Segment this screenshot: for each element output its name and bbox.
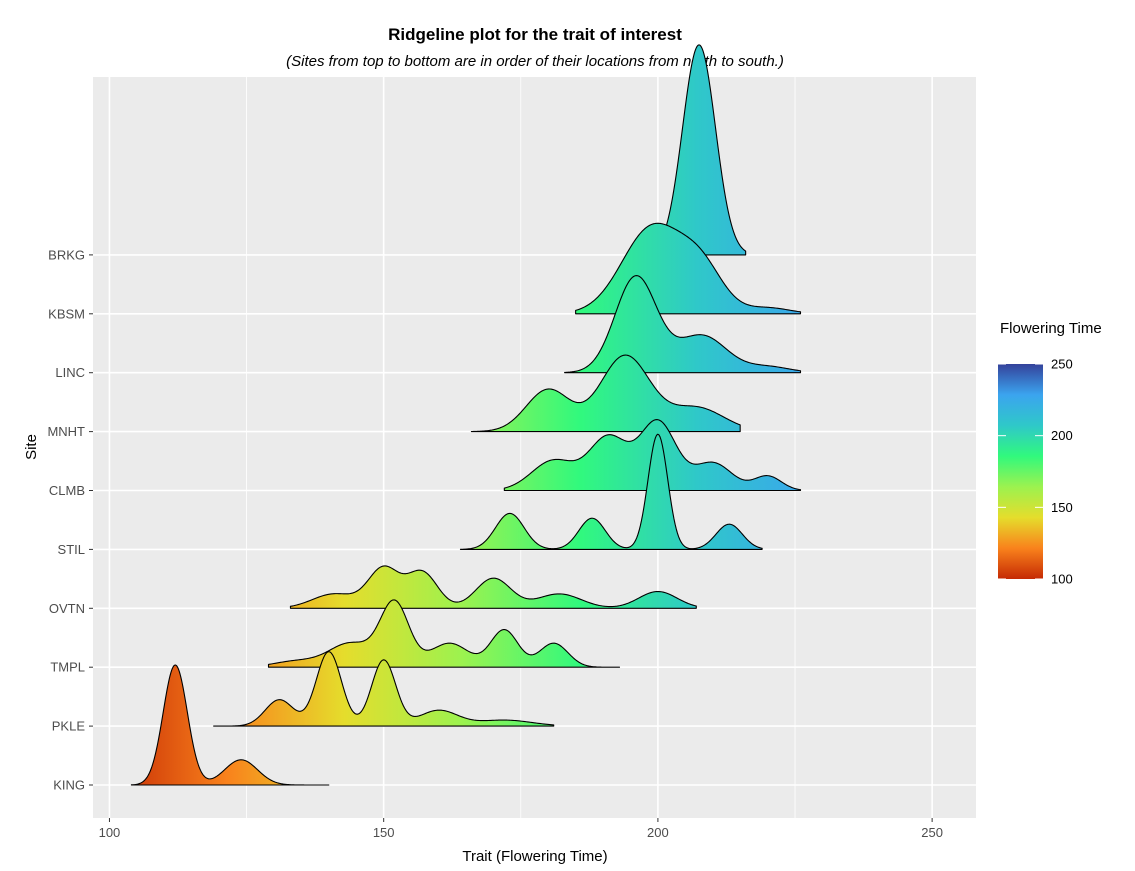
plot-panel: [93, 77, 976, 818]
y-tick-label-pkle: PKLE: [52, 719, 86, 734]
legend-label-250: 250: [1051, 357, 1073, 372]
legend-ticks: 100 150 200 250: [998, 357, 1073, 587]
legend-label-200: 200: [1051, 428, 1073, 443]
chart-title: Ridgeline plot for the trait of interest: [388, 25, 682, 44]
ridge-stil: [459, 433, 763, 550]
y-tick-label-linc: LINC: [55, 365, 85, 380]
chart-subtitle: (Sites from top to bottom are in order o…: [286, 53, 784, 70]
y-tick-label-brkg: BRKG: [48, 247, 85, 262]
ridge-pkle: [213, 651, 555, 727]
ridges: [130, 44, 802, 786]
x-tick-label-100: 100: [99, 825, 121, 840]
x-tick-label-250: 250: [921, 825, 943, 840]
y-tick-label-mnht: MNHT: [47, 424, 85, 439]
y-tick-label-ovtn: OVTN: [49, 601, 85, 616]
y-tick-label-king: KING: [53, 778, 85, 793]
y-tick-label-clmb: CLMB: [49, 483, 85, 498]
x-tick-label-200: 200: [647, 825, 669, 840]
color-legend: Flowering Time 100 150 200 250: [998, 320, 1102, 587]
legend-colorbar: [998, 364, 1043, 579]
legend-label-150: 150: [1051, 500, 1073, 515]
legend-title: Flowering Time: [1000, 320, 1102, 337]
x-tick-label-150: 150: [373, 825, 395, 840]
legend-label-100: 100: [1051, 572, 1073, 587]
ridge-king: [130, 664, 330, 786]
ridge-tmpl: [267, 599, 621, 668]
ridge-mnht: [470, 354, 741, 433]
ridge-linc: [564, 275, 802, 374]
x-axis: 100 150 200 250: [99, 818, 943, 840]
y-axis: KING PKLE TMPL OVTN STIL CLMB MNHT LINC KBSM BRKG: [47, 247, 93, 793]
ridge-brkg: [651, 44, 747, 256]
y-axis-title: Site: [23, 434, 40, 460]
y-tick-label-stil: STIL: [58, 542, 85, 557]
ridge-ovtn: [289, 565, 697, 609]
x-axis-title: Trait (Flowering Time): [462, 848, 607, 865]
y-tick-label-tmpl: TMPL: [50, 660, 85, 675]
y-tick-label-kbsm: KBSM: [48, 306, 85, 321]
